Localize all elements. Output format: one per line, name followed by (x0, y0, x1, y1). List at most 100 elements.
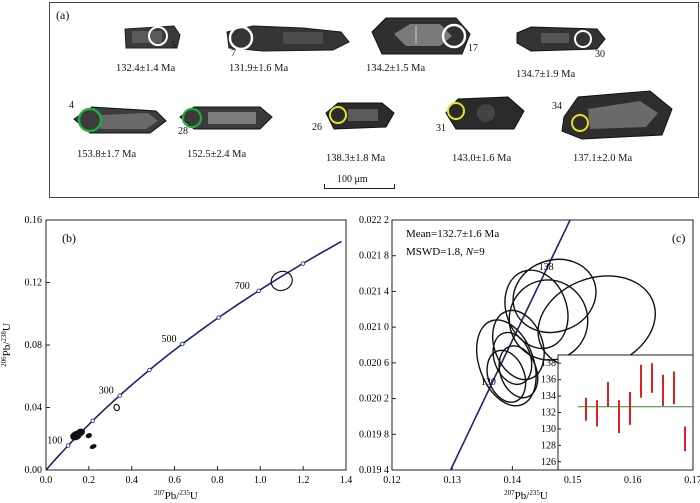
y-tick-label: 0.019 8 (359, 429, 389, 440)
concordia-age-label: 700 (235, 281, 250, 292)
mean-age-annotation: Mean=132.7±1.6 Ma (406, 228, 499, 240)
spot-number: 17 (468, 43, 478, 54)
concordia-curve (449, 220, 571, 470)
grain-age-label: 131.9±1.6 Ma (229, 63, 289, 74)
panel-b-label: (b) (62, 231, 76, 245)
x-tick-label: 1.4 (340, 475, 353, 486)
grain-age-label: 153.8±1.7 Ma (77, 149, 137, 160)
x-tick-label: 0.2 (83, 475, 96, 486)
x-tick-label: 0.12 (383, 475, 401, 486)
grain-age-label: 134.2±1.5 Ma (366, 63, 426, 74)
analysis-spot-circle (77, 107, 103, 133)
grain-age-label: 132.4±1.4 Ma (116, 63, 176, 74)
age-marker (300, 261, 306, 266)
y-tick-label: 0.021 8 (359, 251, 389, 262)
grain-age-label: 152.5±2.4 Ma (187, 149, 247, 160)
y-tick-label: 0.00 (25, 465, 43, 476)
x-tick-label: 1.0 (254, 475, 267, 486)
analysis-spot-circle (148, 26, 168, 46)
age-marker (216, 315, 221, 320)
grain-age-label: 138.3±1.8 Ma (326, 153, 386, 164)
y-axis-label: 206Pb/238U (0, 323, 13, 367)
spot-number: 31 (436, 123, 446, 134)
zircon-grain-7 (226, 25, 350, 52)
zircon-grain-4 (73, 106, 167, 134)
age-marker (180, 341, 185, 347)
analysis-spot-circle (181, 107, 203, 129)
x-tick-label: 0.0 (40, 475, 53, 486)
grain-age-label: 143.0±1.6 Ma (452, 153, 512, 164)
age-marker (256, 288, 261, 293)
grain-age-label: 134.7±1.9 Ma (516, 69, 576, 80)
analysis-spot-circle (574, 30, 592, 48)
y-tick-label: 0.019 4 (359, 465, 389, 476)
grain-age-label: 137.1±2.0 Ma (573, 153, 633, 164)
age-marker (90, 418, 95, 423)
y-tick-label: 0.16 (25, 215, 43, 226)
zircon-grain-34 (561, 90, 673, 140)
spot-number: 28 (178, 126, 188, 137)
x-tick-label: 0.17 (684, 475, 700, 486)
concordia-age-label: 500 (162, 334, 177, 345)
x-axis-label: 207Pb/235U (504, 489, 548, 502)
error-ellipse (504, 269, 569, 350)
y-tick-label: 0.04 (25, 403, 43, 414)
x-tick-label: 0.16 (624, 475, 642, 486)
plot-frame (45, 219, 347, 471)
y-tick-label: 0.021 0 (359, 322, 389, 333)
scale-bar-label: 100 μm (337, 174, 368, 185)
error-ellipse (85, 433, 92, 439)
scale-bar (324, 188, 394, 189)
age-marker (147, 367, 152, 373)
plot-frame (391, 219, 694, 471)
zircon-grain-5 (124, 25, 181, 49)
error-ellipse (270, 270, 293, 292)
analysis-spot-circle (329, 106, 347, 124)
y-tick-label: 0.021 4 (359, 286, 389, 297)
analysis-spot-circle (228, 25, 254, 51)
spot-number: 34 (552, 101, 562, 112)
inset-y-tick-label: 138 (541, 358, 556, 369)
concordia-age-label: 100 (47, 436, 62, 447)
x-tick-label: 0.15 (564, 475, 582, 486)
age-marker (117, 393, 122, 398)
zircon-grain-26 (325, 102, 395, 130)
y-tick-label: 0.08 (25, 340, 43, 351)
x-tick-label: 0.4 (125, 475, 138, 486)
zircon-grain-28 (179, 106, 273, 130)
analysis-spot-circle (441, 23, 467, 49)
y-tick-label: 0.020 2 (359, 394, 389, 405)
scale-bar-tick (324, 184, 325, 189)
spot-number: 26 (312, 122, 322, 133)
inset-y-tick-label: 136 (541, 375, 556, 386)
inset-frame (557, 354, 694, 471)
x-axis-label: 207Pb/235U (154, 489, 198, 502)
error-ellipse (492, 331, 533, 386)
concordia-age-label: 138 (539, 262, 554, 273)
zircon-grain-17 (371, 17, 471, 55)
scale-bar-tick (394, 184, 395, 189)
x-tick-label: 1.2 (297, 475, 310, 486)
inset-y-tick-label: 132 (541, 408, 556, 419)
inset-y-tick-label: 126 (541, 457, 556, 468)
age-marker (65, 443, 71, 448)
x-tick-label: 0.6 (168, 475, 181, 486)
error-ellipse (486, 349, 527, 403)
spot-number: 7 (231, 48, 236, 59)
spot-number: 5 (171, 40, 176, 51)
panel-a-label: (a) (56, 8, 70, 22)
concordia-chart-b: (b) 0.0 0.2 0.4 0.6 0.8 1.0 1.2 1.4 0.00 0.04 0.0… (0, 215, 353, 502)
concordia-age-label: 300 (99, 385, 114, 396)
zircon-grain-30 (516, 26, 606, 52)
y-tick-label: 0.022 2 (359, 215, 389, 226)
spot-number: 30 (595, 49, 605, 60)
concordia-chart-c: (c) Mean=132.7±1.6 Ma MSWD=1.8, N=9 0.12… (359, 215, 700, 502)
error-ellipse (89, 444, 97, 449)
error-ellipse (498, 345, 539, 399)
inset-y-tick-label: 128 (541, 440, 556, 451)
panel-a-frame: (a) 5 132.4±1.4 Ma 7 131.9±1.6 Ma 17 134… (49, 2, 699, 198)
analysis-spot-circle (447, 102, 465, 120)
concordia-age-label: 130 (481, 377, 496, 388)
error-ellipse (75, 428, 86, 437)
panel-c-label: (c) (672, 231, 685, 245)
